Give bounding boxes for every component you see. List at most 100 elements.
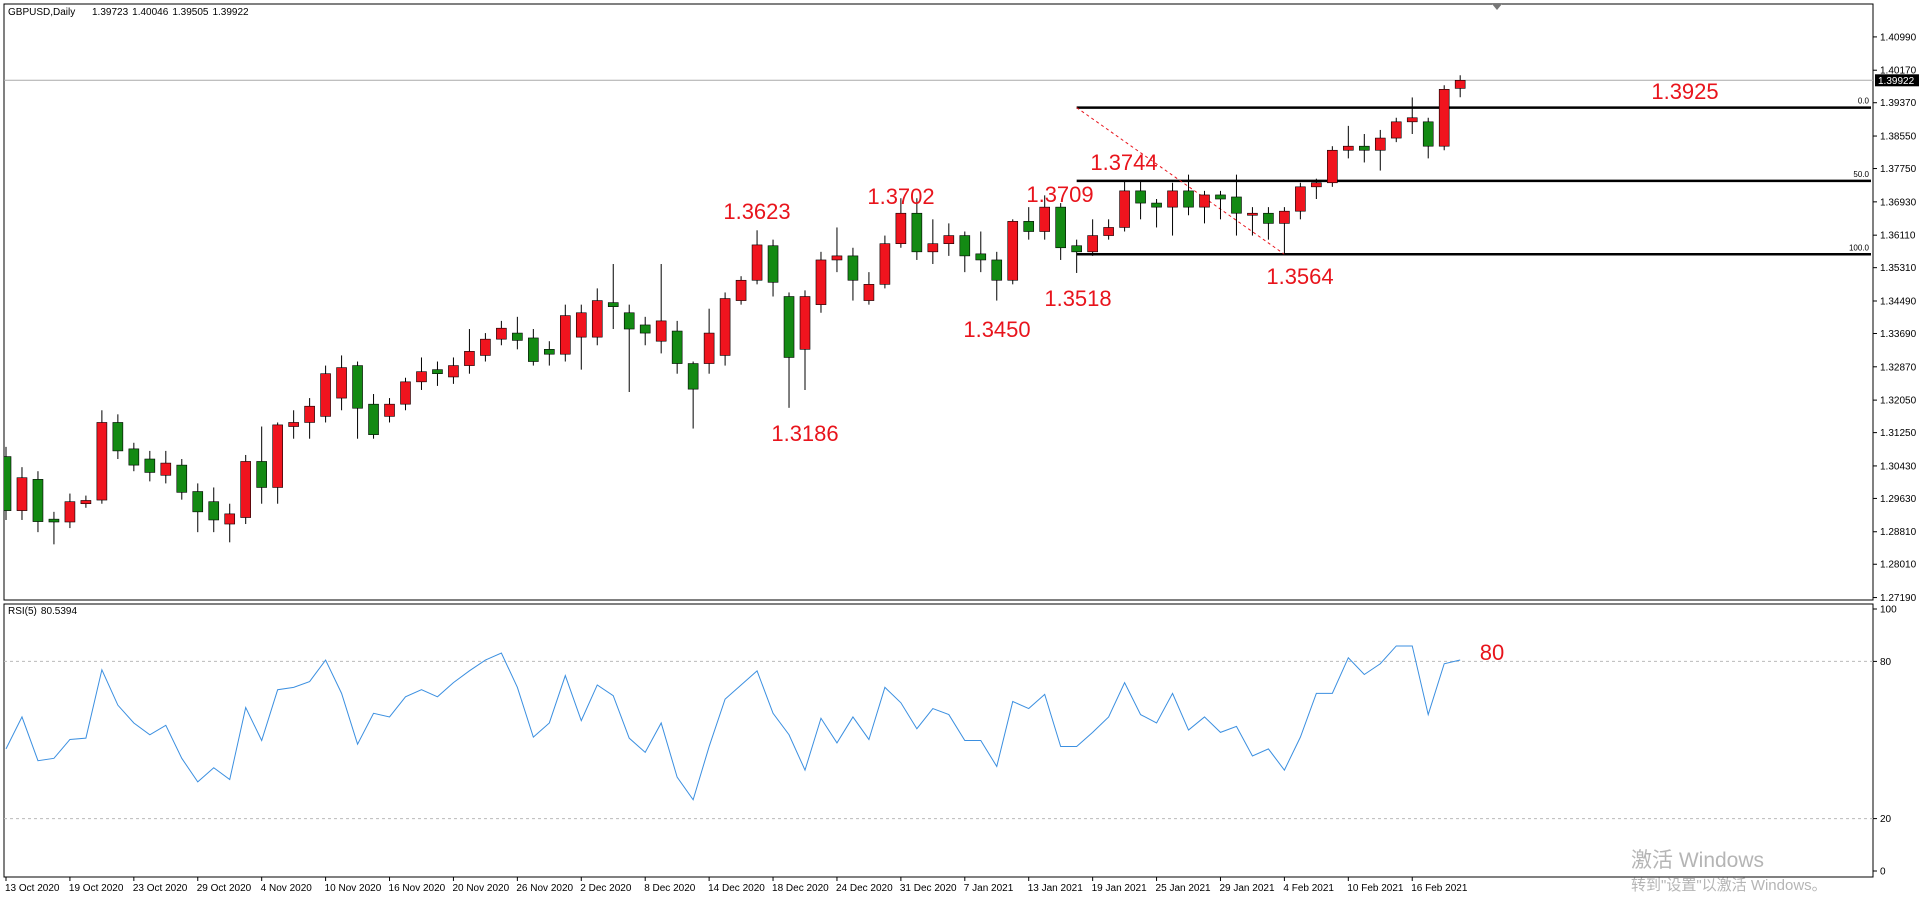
y-tick-label: 1.28810 xyxy=(1880,527,1917,538)
ohlc-value: 1.39505 xyxy=(172,7,209,18)
y-tick-label: 1.40990 xyxy=(1880,32,1917,43)
y-tick-label: 1.32050 xyxy=(1880,396,1917,407)
y-tick-label: 1.37750 xyxy=(1880,164,1917,175)
x-tick-label: 23 Oct 2020 xyxy=(133,883,188,894)
x-tick-label: 16 Feb 2021 xyxy=(1411,883,1468,894)
annotation: 1.3702 xyxy=(867,184,934,209)
candle-body xyxy=(1279,210,1290,224)
candle-body xyxy=(655,320,667,342)
y-tick-label: 1.27190 xyxy=(1880,593,1917,604)
fib-level-label: 100.0 xyxy=(1849,243,1870,252)
candle-body xyxy=(575,312,587,338)
x-tick-label: 13 Oct 2020 xyxy=(5,883,60,894)
plot-area: GBPUSD,D1 0.0 50.0 100.0 xyxy=(4,75,1873,621)
x-tick-label: 8 Dec 2020 xyxy=(644,883,696,894)
y-tick-label: 1.28010 xyxy=(1880,560,1917,571)
x-tick-label: 13 Jan 2021 xyxy=(1028,883,1083,894)
x-tick-label: 7 Jan 2021 xyxy=(964,883,1014,894)
candle-body xyxy=(400,381,411,405)
candle-body xyxy=(1374,137,1386,151)
x-tick-label: 29 Jan 2021 xyxy=(1219,883,1274,894)
candle-body xyxy=(991,259,1003,281)
x-tick-label: 2 Dec 2020 xyxy=(580,883,632,894)
annotation: 1.3518 xyxy=(1044,286,1111,311)
candle-body xyxy=(16,477,28,511)
y-tick-label: 1.32870 xyxy=(1880,362,1917,373)
annotation: 1.3564 xyxy=(1266,264,1333,289)
rsi-value: 80.5394 xyxy=(41,606,78,617)
candle-body xyxy=(1055,206,1066,249)
candle-body xyxy=(144,458,156,473)
candle-body xyxy=(911,212,923,253)
y-tick-label: 80 xyxy=(1880,657,1892,668)
candle-body xyxy=(208,501,220,521)
candle-body xyxy=(288,422,299,427)
candle-body xyxy=(224,513,236,525)
candle-body xyxy=(64,501,76,523)
watermark: 激活 Windows xyxy=(1631,849,1764,872)
y-tick-label: 1.35310 xyxy=(1880,263,1917,274)
chart-label: GBPUSD,D1 xyxy=(789,596,916,621)
annotation: 1.3709 xyxy=(1026,182,1093,207)
candle-body xyxy=(1295,186,1306,212)
candle-body xyxy=(863,284,875,301)
candle-body xyxy=(192,491,204,513)
fib-level-label: 0.0 xyxy=(1858,97,1870,106)
ohlc-value: 1.39723 xyxy=(92,7,129,18)
candle-body xyxy=(96,422,108,501)
candle-body xyxy=(799,296,811,350)
candle-body xyxy=(128,448,140,466)
candle-body xyxy=(559,315,571,355)
rsi-line xyxy=(5,645,1461,801)
candle-body xyxy=(1311,182,1322,188)
candle-body xyxy=(176,464,188,493)
candle-body xyxy=(496,327,507,340)
candle-body xyxy=(1359,145,1370,151)
annotation: 80 xyxy=(1480,640,1504,665)
candle-body xyxy=(1263,212,1274,224)
y-tick-label: 1.33690 xyxy=(1880,329,1917,340)
y-tick-label: 1.31250 xyxy=(1880,428,1917,439)
candle-body xyxy=(607,302,619,307)
y-tick-label: 1.29630 xyxy=(1880,494,1917,505)
candle-body xyxy=(1231,196,1242,214)
candle-body xyxy=(528,337,539,362)
candle-body xyxy=(703,332,715,364)
candle-body xyxy=(719,298,731,356)
candle-body xyxy=(831,255,843,261)
candle-body xyxy=(48,518,60,523)
candle-body xyxy=(80,500,92,505)
y-tick-label: 1.36930 xyxy=(1880,197,1917,208)
candle-body xyxy=(320,373,331,417)
candle-body xyxy=(1199,194,1210,208)
y-tick-label: 1.36110 xyxy=(1880,231,1916,242)
x-tick-label: 10 Feb 2021 xyxy=(1347,883,1404,894)
x-tick-label: 26 Nov 2020 xyxy=(516,883,573,894)
candle-body xyxy=(591,300,603,338)
ohlc-value: 1.39922 xyxy=(212,7,249,18)
candle-body xyxy=(1135,190,1146,204)
candle-body xyxy=(432,369,443,375)
candle-body xyxy=(1422,121,1434,147)
candle-body xyxy=(512,332,523,341)
x-tick-label: 4 Feb 2021 xyxy=(1283,883,1334,894)
candle-body xyxy=(416,371,427,383)
fib-level-label: 50.0 xyxy=(1853,170,1869,179)
candle-body xyxy=(959,235,971,257)
candle-body xyxy=(751,244,763,281)
candle-body xyxy=(639,324,651,334)
x-tick-label: 4 Nov 2020 xyxy=(261,883,313,894)
annotation: 1.3925 xyxy=(1651,79,1718,104)
candle-body xyxy=(336,367,347,399)
x-tick-label: 20 Nov 2020 xyxy=(452,883,509,894)
symbol: GBPUSD,Daily xyxy=(8,7,75,18)
y-tick-label: 1.34490 xyxy=(1880,296,1917,307)
candle-body xyxy=(1023,221,1035,232)
watermark: 转到"设置"以激活 Windows。 xyxy=(1631,877,1827,894)
candle-body xyxy=(1406,117,1418,123)
candle-body xyxy=(687,363,699,390)
annotation: 1.3744 xyxy=(1090,150,1157,175)
y-tick-label: 1.38550 xyxy=(1880,132,1917,143)
candle-body xyxy=(160,462,172,476)
